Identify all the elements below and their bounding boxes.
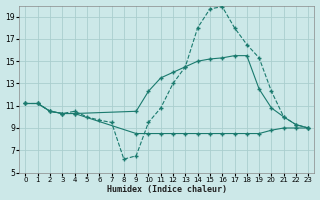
- X-axis label: Humidex (Indice chaleur): Humidex (Indice chaleur): [107, 185, 227, 194]
